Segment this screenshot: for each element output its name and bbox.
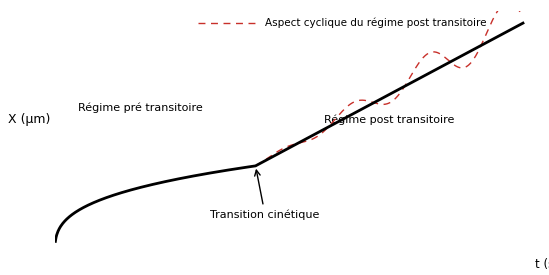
Text: Transition cinétique: Transition cinétique: [210, 170, 320, 220]
Text: X (μm): X (μm): [8, 113, 50, 127]
Text: t (s): t (s): [535, 258, 549, 271]
Text: Régime post transitoire: Régime post transitoire: [324, 115, 455, 125]
Text: Régime pré transitoire: Régime pré transitoire: [79, 103, 203, 113]
Text: Aspect cyclique du régime post transitoire: Aspect cyclique du régime post transitoi…: [265, 18, 486, 28]
